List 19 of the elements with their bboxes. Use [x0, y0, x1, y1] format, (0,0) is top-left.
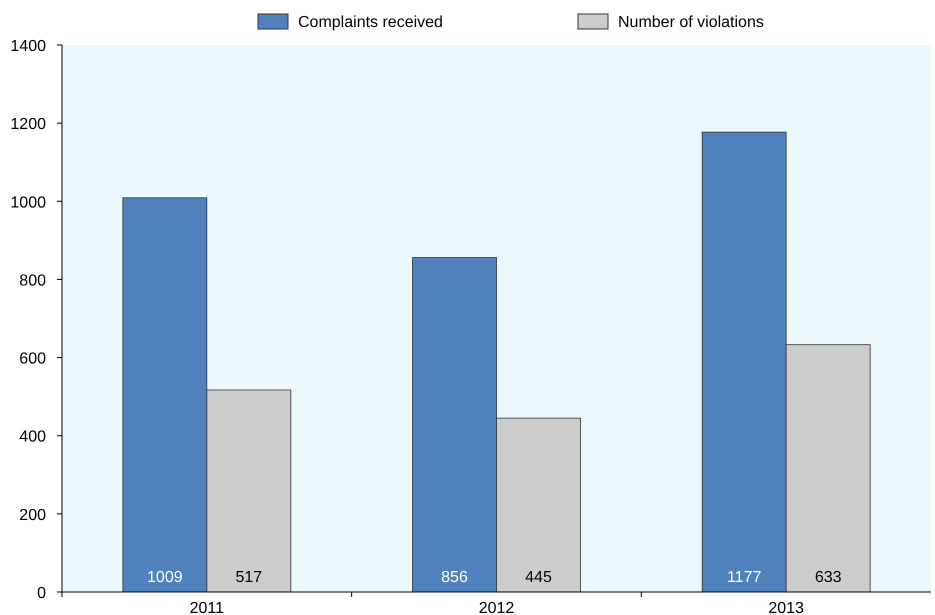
y-tick-label: 200 — [19, 506, 46, 524]
y-tick-label: 0 — [37, 585, 46, 602]
y-tick-label: 400 — [19, 428, 46, 446]
x-tick-label: 2011 — [190, 600, 224, 615]
data-label: 1009 — [147, 569, 183, 586]
legend-label: Complaints received — [298, 14, 443, 31]
y-tick-label: 800 — [19, 272, 46, 290]
y-tick-label: 1000 — [10, 194, 46, 212]
data-label: 1177 — [726, 569, 762, 586]
data-label: 517 — [235, 569, 262, 586]
y-tick-label: 600 — [19, 350, 46, 368]
data-label: 445 — [525, 569, 552, 586]
y-tick-label: 1400 — [10, 38, 46, 55]
y-tick-label: 1200 — [10, 116, 46, 134]
data-label: 856 — [441, 569, 468, 586]
x-tick-label: 2013 — [768, 600, 804, 615]
x-tick-label: 2012 — [478, 600, 514, 615]
data-label: 633 — [814, 569, 842, 586]
legend-label: Number of violations — [618, 14, 764, 31]
